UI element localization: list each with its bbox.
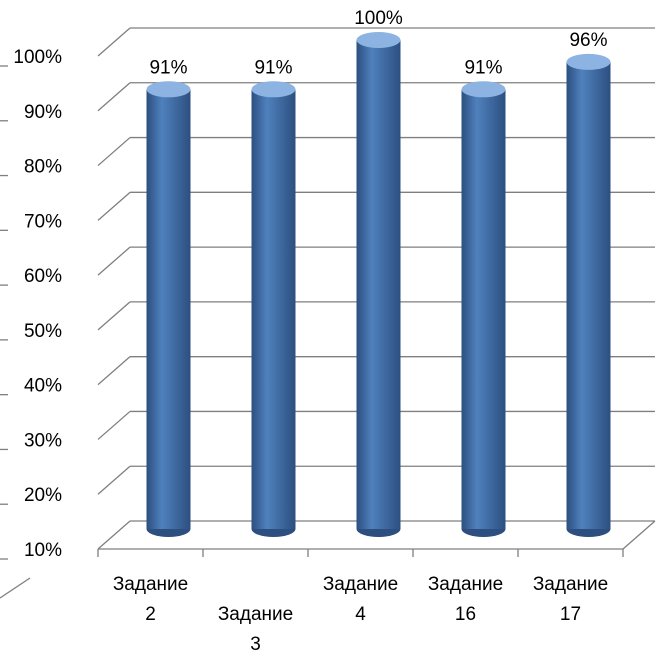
bar-top [251,81,296,98]
bar [251,89,296,530]
data-label: 91% [464,57,502,78]
y-tick-label: 70% [24,211,62,232]
y-tick-label: 90% [24,102,62,123]
data-label: 91% [149,57,187,78]
data-label: 100% [354,8,403,29]
gridline-depth [97,410,131,440]
data-label: 91% [254,57,292,78]
labels: 10% 20% 30% 40% 50% 60% 70% 80% 90% 100% 91% Задани… [13,8,608,655]
y-tick-label: 100% [13,47,62,68]
bar-top [146,81,191,98]
gridline-depth [97,356,131,386]
category-label: Задание [533,574,608,595]
y-tick-label: 10% [24,540,62,561]
category-label: Задание [428,574,503,595]
category-label: 2 [145,604,156,625]
gridline-depth [97,191,131,221]
gridline-depth [97,301,131,331]
gridline-depth [97,520,131,550]
category-label: 4 [355,604,366,625]
category-label: 17 [560,604,581,625]
y-tick-label: 60% [24,266,62,287]
bar [356,40,401,529]
gridlines [0,27,655,560]
gridline-depth [97,465,131,495]
gridline-depth [97,137,131,167]
bar-top [461,81,506,98]
bar [566,61,611,530]
category-label: 3 [250,634,261,655]
y-tick-label: 20% [24,485,62,506]
x-axis-depth [622,520,656,550]
gridline-depth [97,27,131,57]
gridline-depth [97,82,131,112]
bar-top [356,32,401,48]
category-label: Задание [113,574,188,595]
bars [146,32,611,537]
axes [0,520,656,599]
category-label: Задание [218,604,293,625]
y-tick-label: 40% [24,376,62,397]
data-label: 96% [569,30,607,51]
y-tick-label: 80% [24,157,62,178]
bar [461,89,506,530]
category-label: 16 [455,604,476,625]
category-label: Задание [323,574,398,595]
bar-top [566,53,611,70]
y-tick-label: 30% [24,430,62,451]
y-tick-label: 50% [24,321,62,342]
bar [146,89,191,530]
gridline-depth [97,246,131,276]
floor-corner [0,577,31,599]
